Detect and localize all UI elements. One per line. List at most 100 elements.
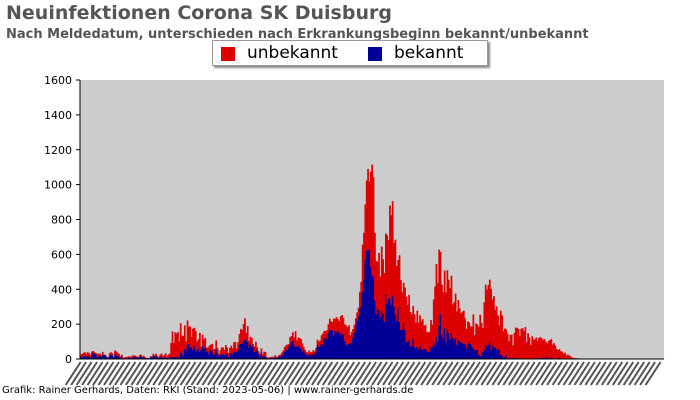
bar-bekannt: [93, 353, 96, 359]
bar-unbekannt: [410, 314, 413, 347]
bar-bekannt: [454, 337, 457, 359]
bar-unbekannt: [189, 326, 192, 348]
bar-unbekannt: [476, 324, 479, 350]
bar-unbekannt: [397, 259, 400, 309]
bar-unbekannt: [441, 284, 443, 335]
bar-bekannt: [281, 355, 283, 359]
x-tick-label: [606, 361, 624, 386]
bar-bekannt: [447, 332, 450, 359]
x-tick-label: [261, 361, 279, 386]
bar-bekannt: [469, 344, 472, 359]
bar-unbekannt: [219, 350, 222, 355]
bar-unbekannt: [241, 330, 244, 344]
bar-unbekannt: [250, 337, 253, 347]
bar-unbekannt: [389, 205, 391, 299]
bar-bekannt: [420, 348, 423, 359]
x-tick-label: [354, 361, 372, 386]
bar-bekannt: [271, 357, 274, 359]
bar-bekannt: [233, 351, 235, 359]
y-tick-label: 800: [51, 214, 72, 227]
bar-bekannt: [343, 340, 346, 359]
bar-bekannt: [478, 354, 480, 359]
bar-unbekannt: [467, 321, 469, 344]
bar-bekannt: [335, 332, 338, 359]
x-tick-label: [64, 361, 82, 386]
bar-unbekannt: [416, 310, 419, 347]
bar-bekannt: [250, 346, 253, 359]
bar-unbekannt: [289, 337, 291, 345]
bar-unbekannt: [323, 330, 326, 339]
bar-bekannt: [198, 351, 201, 359]
bar-unbekannt: [238, 333, 241, 346]
bar-bekannt: [249, 344, 252, 359]
bar-bekannt: [446, 329, 449, 359]
bar-unbekannt: [419, 315, 421, 346]
bar-bekannt: [327, 333, 330, 359]
bar-bekannt: [413, 346, 416, 359]
x-tick-label: [300, 361, 317, 386]
bar-bekannt: [274, 356, 276, 359]
bar-unbekannt: [297, 337, 300, 346]
x-tick-label: [644, 361, 662, 386]
x-tick-label: [196, 361, 213, 386]
bar-unbekannt: [432, 299, 435, 342]
bar-unbekannt: [205, 347, 208, 352]
x-tick-label: [371, 361, 388, 386]
bar-bekannt: [223, 354, 226, 359]
bar-unbekannt: [253, 346, 256, 353]
bar-unbekannt: [443, 270, 446, 329]
bar-bekannt: [415, 348, 417, 359]
x-tick-label: [338, 361, 356, 386]
bar-bekannt: [461, 343, 464, 359]
bar-unbekannt: [266, 356, 268, 358]
x-tick-label: [316, 361, 334, 386]
bar-unbekannt: [505, 329, 508, 355]
bar-unbekannt: [520, 328, 523, 359]
bar-unbekannt: [561, 351, 564, 359]
bar-bekannt: [142, 357, 145, 359]
bar-bekannt: [406, 341, 409, 359]
bar-bekannt: [200, 349, 203, 359]
x-tick-label: [376, 361, 394, 386]
y-tick-label: 0: [65, 353, 72, 366]
bar-unbekannt: [371, 164, 374, 276]
bar-unbekannt: [445, 292, 447, 343]
bar-bekannt: [421, 349, 424, 359]
bar-bekannt: [410, 346, 413, 359]
bar-bekannt: [326, 338, 328, 359]
x-tick-label: [425, 361, 443, 386]
bar-unbekannt: [203, 339, 205, 349]
bar-unbekannt: [197, 339, 200, 349]
bar-unbekannt: [557, 350, 560, 359]
bar-unbekannt: [420, 320, 423, 349]
x-tick-label: [387, 361, 405, 386]
bar-unbekannt: [140, 354, 142, 357]
x-tick-label: [321, 361, 339, 386]
x-tick-label: [382, 361, 399, 386]
bar-unbekannt: [82, 352, 85, 357]
bar-bekannt: [253, 352, 256, 359]
bar-bekannt: [80, 357, 82, 359]
bar-bekannt: [368, 249, 371, 359]
bar-unbekannt: [136, 356, 138, 358]
bar-unbekannt: [226, 347, 229, 354]
bar-unbekannt: [471, 326, 473, 347]
bar-unbekannt: [539, 337, 542, 359]
bar-bekannt: [364, 259, 367, 359]
bar-unbekannt: [426, 331, 428, 351]
chart-subtitle: Nach Meldedatum, unterschieden nach Erkr…: [6, 27, 589, 42]
bar-bekannt: [99, 355, 101, 359]
x-tick-label: [152, 361, 170, 386]
bar-bekannt: [457, 340, 460, 359]
bar-unbekannt: [338, 321, 341, 333]
bar-bekannt: [417, 349, 420, 359]
bar-bekannt: [193, 346, 196, 359]
x-tick-label: [491, 361, 509, 386]
bar-bekannt: [160, 356, 163, 359]
bar-unbekannt: [525, 341, 528, 359]
bar-unbekannt: [330, 321, 333, 331]
bar-bekannt: [372, 276, 375, 359]
x-tick-label: [327, 361, 345, 386]
bar-unbekannt: [230, 345, 233, 354]
x-tick-label: [611, 361, 629, 386]
